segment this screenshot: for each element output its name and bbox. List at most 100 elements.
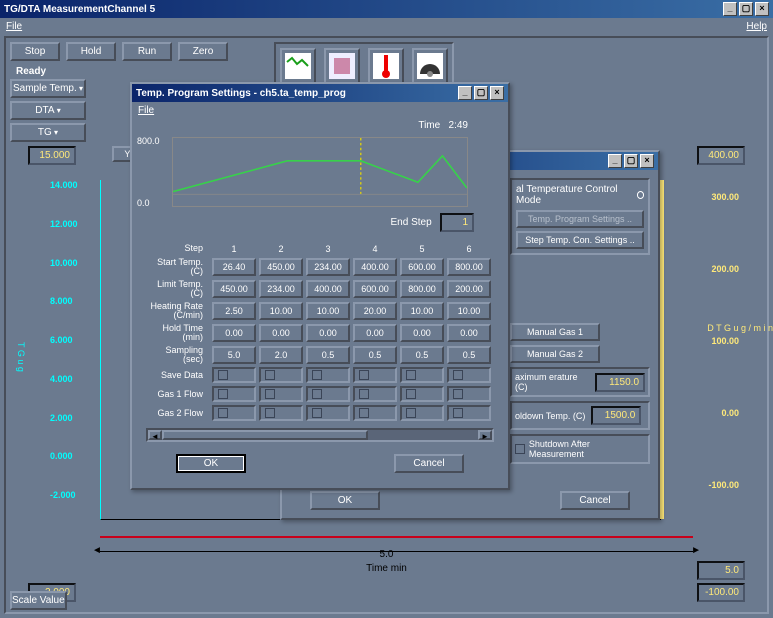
y-left-tick: 2.000 [50, 413, 73, 423]
grid-cell[interactable]: 10.00 [306, 302, 350, 320]
tp-title: Temp. Program Settings - ch5.ta_temp_pro… [136, 88, 346, 99]
grid-cell[interactable]: 5.0 [212, 346, 256, 364]
grid-cell[interactable]: 600.00 [400, 258, 444, 276]
grid-checkbox[interactable] [306, 405, 350, 421]
manual-gas2-button[interactable]: Manual Gas 2 [510, 345, 600, 363]
maximize-icon[interactable]: ▢ [474, 86, 488, 100]
grid-cell[interactable]: 20.00 [353, 302, 397, 320]
grid-cell[interactable]: 450.00 [259, 258, 303, 276]
temp-prog-settings-button[interactable]: Temp. Program Settings .. [516, 210, 644, 228]
minimize-icon[interactable]: _ [608, 154, 622, 168]
grid-cell[interactable]: 234.00 [306, 258, 350, 276]
grid-cell[interactable]: 450.00 [212, 280, 256, 298]
zero-button[interactable]: Zero [178, 42, 228, 61]
grid-cell[interactable]: 234.00 [259, 280, 303, 298]
chart-icon[interactable] [280, 48, 316, 84]
grid-cell[interactable]: 10.00 [447, 302, 491, 320]
tp-time: Time 2:49 [132, 118, 508, 131]
control-mode-label: al Temperature Control Mode [516, 184, 644, 206]
grid-cell[interactable]: 0.00 [447, 324, 491, 342]
grid-cell[interactable]: 2.0 [259, 346, 303, 364]
grid-cell[interactable]: 400.00 [353, 258, 397, 276]
close-icon[interactable]: × [490, 86, 504, 100]
bottom-right-value: -100.00 [697, 583, 745, 602]
scroll-left-icon[interactable]: ◄ [148, 430, 162, 440]
grid-cell[interactable]: 800.00 [400, 280, 444, 298]
grid-cell[interactable]: 26.40 [212, 258, 256, 276]
scale-value-button[interactable]: Scale Value [10, 591, 67, 610]
grid-checkbox[interactable] [259, 386, 303, 402]
grid-cell[interactable]: 0.00 [353, 324, 397, 342]
grid-cell[interactable]: 400.00 [306, 280, 350, 298]
dta-button[interactable]: DTA [10, 101, 86, 120]
grid-cell[interactable]: 200.00 [447, 280, 491, 298]
bottom-right2-value: 5.0 [697, 561, 745, 580]
grid-checkbox[interactable] [212, 405, 256, 421]
y-right-label: D T G u g / m i n [707, 323, 773, 335]
grid-cell[interactable]: 0.00 [259, 324, 303, 342]
grid-cell[interactable]: 0.5 [353, 346, 397, 364]
minimize-icon[interactable]: _ [723, 2, 737, 16]
settings-ok-button[interactable]: OK [310, 491, 380, 510]
shutdown-checkbox[interactable] [515, 444, 525, 454]
grid-checkbox[interactable] [212, 386, 256, 402]
thermometer-icon[interactable] [368, 48, 404, 84]
top-toolbar: Stop Hold Run Zero [10, 42, 228, 61]
grid-checkbox[interactable] [353, 405, 397, 421]
grid-cell[interactable]: 0.5 [400, 346, 444, 364]
grid-cell[interactable]: 600.00 [353, 280, 397, 298]
grid-checkbox[interactable] [306, 367, 350, 383]
step-col: 5 [400, 243, 444, 255]
sample-temp-button[interactable]: Sample Temp. [10, 79, 86, 98]
grid-checkbox[interactable] [447, 367, 491, 383]
scroll-thumb[interactable] [162, 430, 368, 440]
y-left-tick: 12.000 [50, 219, 78, 229]
grid-checkbox[interactable] [400, 386, 444, 402]
menu-help[interactable]: Help [746, 21, 767, 32]
minimize-icon[interactable]: _ [458, 86, 472, 100]
grid-cell[interactable]: 10.00 [400, 302, 444, 320]
device-icon[interactable] [324, 48, 360, 84]
grid-checkbox[interactable] [353, 386, 397, 402]
grid-cell[interactable]: 0.00 [212, 324, 256, 342]
grid-checkbox[interactable] [447, 405, 491, 421]
grid-cell[interactable]: 2.50 [212, 302, 256, 320]
y-left-tick: 8.000 [50, 296, 73, 306]
maximize-icon[interactable]: ▢ [739, 2, 753, 16]
settings-cancel-button[interactable]: Cancel [560, 491, 630, 510]
grid-checkbox[interactable] [259, 405, 303, 421]
tg-button[interactable]: TG [10, 123, 86, 142]
manual-gas1-button[interactable]: Manual Gas 1 [510, 323, 600, 341]
end-step-row: End Step 1 [132, 211, 508, 236]
scroll-right-icon[interactable]: ► [478, 430, 492, 440]
grid-checkbox[interactable] [447, 386, 491, 402]
grid-cell[interactable]: 0.5 [306, 346, 350, 364]
grid-checkbox[interactable] [212, 367, 256, 383]
grid-checkbox[interactable] [353, 367, 397, 383]
tp-grid: Step123456Start Temp.(C)26.40450.00234.0… [146, 240, 494, 424]
run-button[interactable]: Run [122, 42, 172, 61]
grid-cell[interactable]: 0.00 [306, 324, 350, 342]
close-icon[interactable]: × [755, 2, 769, 16]
grid-checkbox[interactable] [259, 367, 303, 383]
grid-checkbox[interactable] [306, 386, 350, 402]
tp-ok-button[interactable]: OK [176, 454, 246, 473]
hold-button[interactable]: Hold [66, 42, 116, 61]
tp-cancel-button[interactable]: Cancel [394, 454, 464, 473]
grid-cell[interactable]: 800.00 [447, 258, 491, 276]
grid-checkbox[interactable] [400, 405, 444, 421]
stop-button[interactable]: Stop [10, 42, 60, 61]
close-icon[interactable]: × [640, 154, 654, 168]
end-step-value[interactable]: 1 [440, 213, 474, 232]
step-con-settings-button[interactable]: Step Temp. Con. Settings .. [516, 231, 644, 249]
grid-cell[interactable]: 10.00 [259, 302, 303, 320]
grid-cell[interactable]: 0.5 [447, 346, 491, 364]
x-center-value: 5.0 [380, 549, 394, 560]
tp-hscroll[interactable]: ◄ ► [146, 428, 494, 442]
grid-checkbox[interactable] [400, 367, 444, 383]
grid-cell[interactable]: 0.00 [400, 324, 444, 342]
gauge-icon[interactable] [412, 48, 448, 84]
menu-file[interactable]: File [6, 21, 22, 32]
maximize-icon[interactable]: ▢ [624, 154, 638, 168]
tp-menu-file[interactable]: File [138, 105, 154, 116]
